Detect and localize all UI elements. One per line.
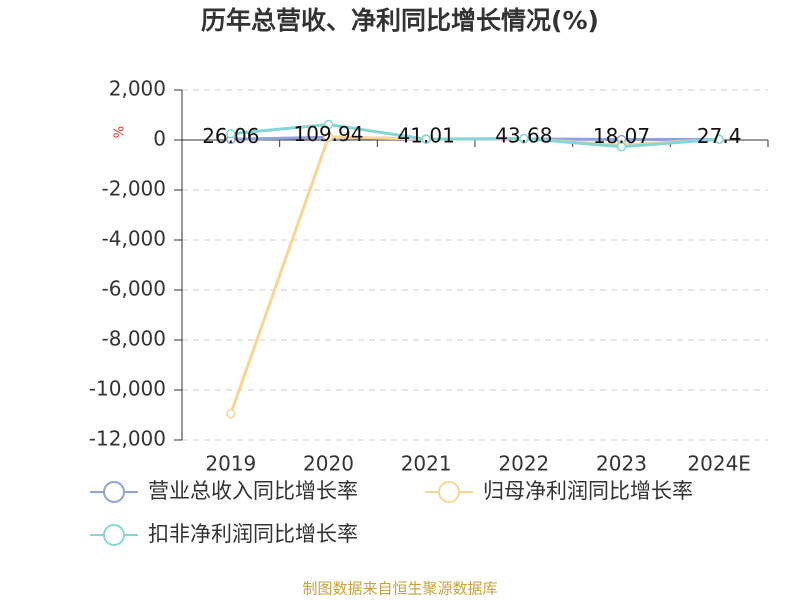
y-tick-label: 2,000 xyxy=(109,77,166,101)
point xyxy=(323,132,334,142)
x-tick-label: 2024E xyxy=(687,452,751,476)
data-label: 41.01 xyxy=(398,123,455,147)
point xyxy=(323,119,334,130)
y-tick-label: -10,000 xyxy=(89,377,166,401)
footer: 制图数据来自恒生聚源数据库 xyxy=(302,580,497,598)
data-label: 18.07 xyxy=(593,124,650,148)
x-tick-label: 2021 xyxy=(401,452,452,476)
point xyxy=(519,133,529,144)
y-tick-label: -4,000 xyxy=(102,227,166,251)
y-tick-label: -2,000 xyxy=(102,177,166,201)
data-label: 27.4 xyxy=(697,124,742,148)
y-axis-label: % xyxy=(113,126,128,138)
point xyxy=(226,129,236,139)
x-tick-label: 2022 xyxy=(498,452,549,476)
x-tick-label: 2020 xyxy=(303,452,354,476)
point xyxy=(616,142,627,152)
legend-label: 营业总收入同比增长率 xyxy=(148,479,358,503)
legend-marker xyxy=(103,524,125,546)
data-label: 109.94 xyxy=(294,122,364,146)
x-tick-label: 2019 xyxy=(205,452,256,476)
chart-title: 历年总营收、净利同比增长情况(%) xyxy=(201,6,599,35)
legend-label: 归母净利润同比增长率 xyxy=(483,479,693,503)
legend-label: 扣非净利润同比增长率 xyxy=(148,522,358,546)
y-tick-label: 0 xyxy=(153,127,166,151)
y-tick-label: -6,000 xyxy=(102,277,166,301)
legend-marker xyxy=(103,481,125,503)
data-label: 43.68 xyxy=(495,123,552,147)
series-line xyxy=(229,135,720,415)
point xyxy=(421,134,431,144)
data-label: 26.06 xyxy=(202,124,259,148)
x-tick-label: 2023 xyxy=(596,452,647,476)
point xyxy=(714,134,724,144)
point xyxy=(226,409,236,419)
legend-marker xyxy=(438,481,460,503)
y-tick-label: -8,000 xyxy=(102,327,166,351)
y-tick-label: -12,000 xyxy=(89,427,166,451)
series-line xyxy=(230,122,720,149)
